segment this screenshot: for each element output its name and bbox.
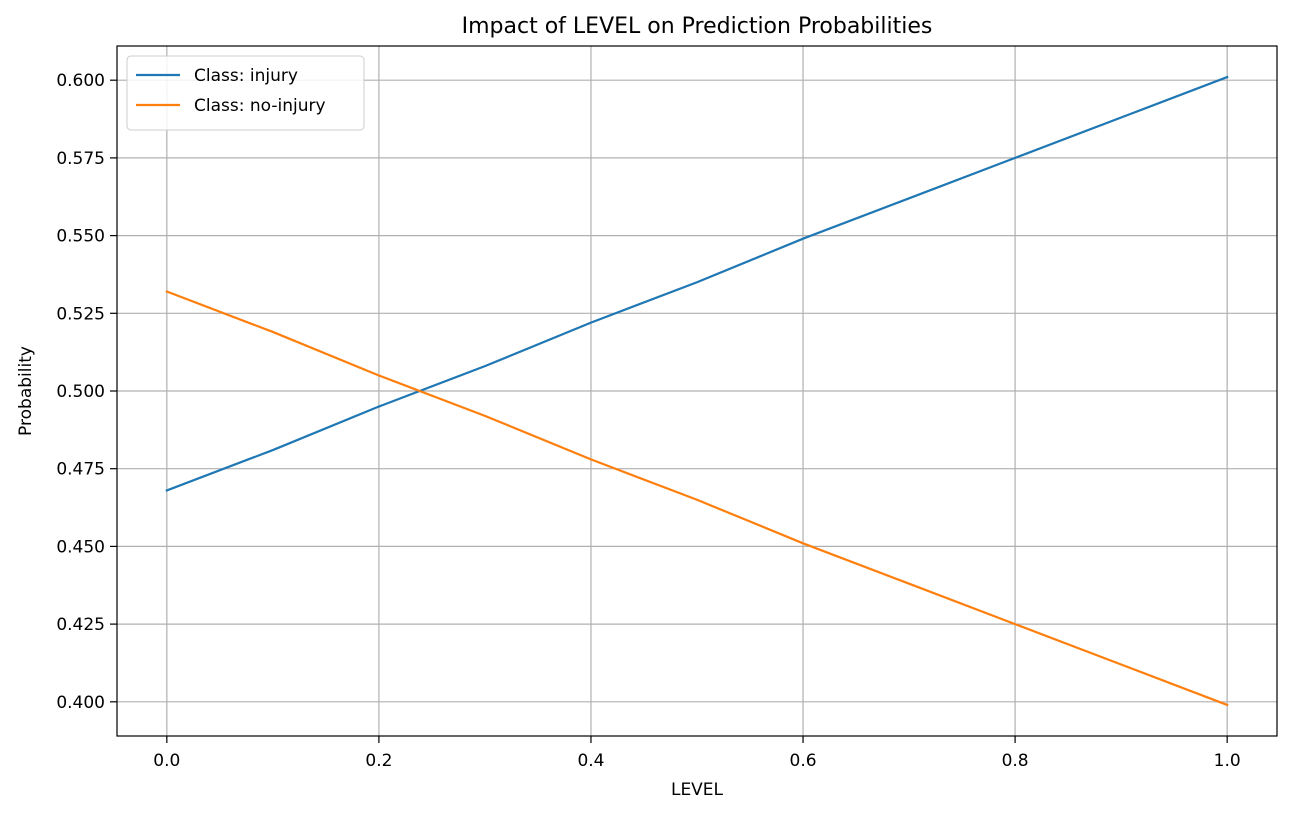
- x-tick-label: 0.6: [790, 751, 817, 771]
- legend: Class: injury Class: no-injury: [126, 55, 365, 131]
- y-tick-label: 0.425: [56, 615, 105, 635]
- legend-label: Class: injury: [194, 66, 298, 86]
- series-line-injury: [165, 75, 1229, 492]
- grid-lines: [117, 46, 1277, 736]
- x-axis-title: LEVEL: [671, 780, 724, 800]
- y-axis-title: Probability: [16, 346, 36, 436]
- x-tick-label: 1.0: [1214, 751, 1241, 771]
- y-tick-label: 0.575: [56, 149, 105, 169]
- y-tick-label: 0.550: [56, 227, 105, 247]
- x-axis-ticks: 0.0 0.2 0.4 0.6 0.8 1.0: [153, 736, 1241, 771]
- series-lines: [165, 75, 1229, 707]
- y-axis-ticks: 0.400 0.425 0.450 0.475 0.500 0.525 0.550 0.575…: [56, 71, 117, 713]
- y-tick-label: 0.475: [56, 460, 105, 480]
- legend-box: [126, 55, 365, 131]
- y-tick-label: 0.400: [56, 693, 105, 713]
- x-tick-label: 0.0: [153, 751, 180, 771]
- y-tick-label: 0.525: [56, 304, 105, 324]
- chart-title: Impact of LEVEL on Prediction Probabilit…: [462, 14, 933, 39]
- y-tick-label: 0.600: [56, 71, 105, 91]
- x-tick-label: 0.2: [365, 751, 392, 771]
- y-tick-label: 0.500: [56, 382, 105, 402]
- x-tick-label: 0.4: [577, 751, 604, 771]
- series-line-no-injury: [165, 290, 1229, 707]
- x-tick-label: 0.8: [1002, 751, 1029, 771]
- legend-label: Class: no-injury: [194, 96, 326, 116]
- y-tick-label: 0.450: [56, 537, 105, 557]
